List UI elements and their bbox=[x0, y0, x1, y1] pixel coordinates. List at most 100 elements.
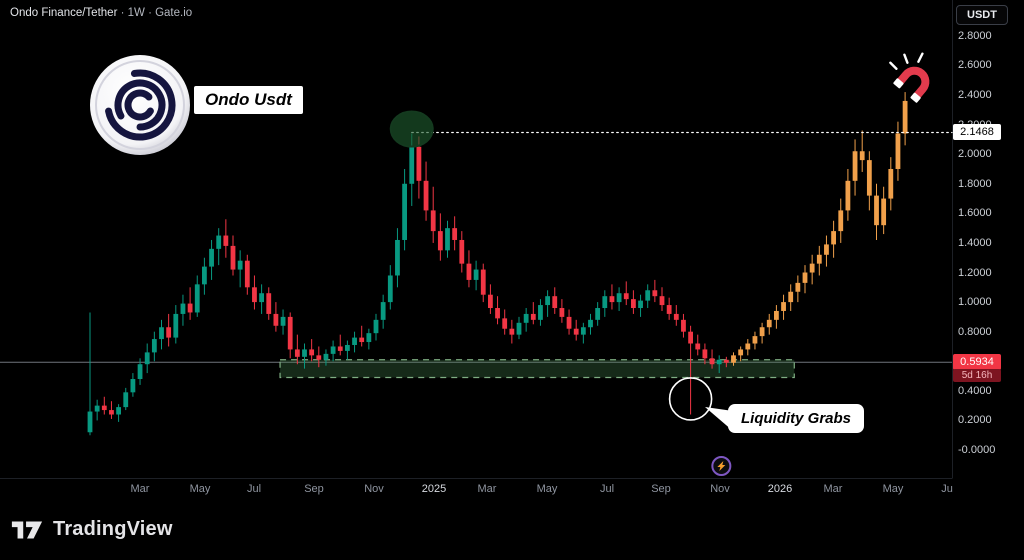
top-marker-circle[interactable] bbox=[389, 110, 434, 148]
time-label: Nov bbox=[710, 483, 730, 495]
liquidity-grab-circle[interactable] bbox=[668, 377, 713, 421]
candle bbox=[588, 313, 593, 335]
candle bbox=[731, 352, 736, 366]
candle bbox=[244, 254, 250, 295]
time-label: Nov bbox=[364, 483, 384, 495]
candle bbox=[781, 294, 786, 320]
price-label: 1.4000 bbox=[958, 236, 992, 249]
candle bbox=[838, 198, 844, 243]
symbol-meta: · 1W · Gate.io bbox=[117, 7, 193, 19]
candle bbox=[488, 284, 493, 314]
candle bbox=[623, 281, 629, 306]
time-axis[interactable]: Mar May Jul Sep Nov 2025 Mar May Jul Sep Nov 2026 Ma… bbox=[0, 483, 953, 499]
candle bbox=[116, 404, 121, 422]
candle bbox=[151, 331, 157, 362]
candle bbox=[380, 294, 386, 329]
symbol-name: Ondo Finance/Tether bbox=[10, 7, 118, 19]
candle bbox=[123, 387, 129, 411]
candle bbox=[237, 250, 243, 288]
candle bbox=[216, 228, 222, 266]
candle bbox=[445, 220, 450, 258]
coin-rim bbox=[95, 60, 185, 150]
candle bbox=[509, 319, 515, 344]
price-label: 1.2000 bbox=[958, 266, 992, 279]
candle bbox=[337, 334, 343, 356]
candle bbox=[602, 290, 608, 317]
magnet-icon[interactable] bbox=[889, 52, 936, 103]
lightning-event-icon[interactable] bbox=[711, 456, 732, 476]
candle bbox=[452, 216, 458, 251]
price-label: 2.4000 bbox=[958, 89, 992, 102]
candle bbox=[387, 265, 393, 310]
candle bbox=[795, 275, 801, 303]
candle bbox=[330, 340, 336, 362]
candle bbox=[530, 302, 536, 325]
candle bbox=[345, 340, 350, 360]
candle bbox=[87, 312, 93, 436]
candle bbox=[738, 346, 744, 362]
candle bbox=[130, 373, 136, 397]
candle bbox=[745, 339, 751, 356]
tradingview-logo-text: TradingView bbox=[53, 517, 173, 540]
candle bbox=[137, 358, 143, 385]
ondo-text-label[interactable]: Ondo Usdt bbox=[194, 86, 303, 114]
time-label: 2025 bbox=[421, 483, 447, 495]
candle bbox=[202, 257, 207, 295]
candle bbox=[395, 228, 400, 288]
price-label: 1.6000 bbox=[958, 207, 992, 220]
candle bbox=[144, 343, 150, 374]
candle bbox=[616, 287, 622, 311]
candle bbox=[373, 313, 379, 341]
candle bbox=[895, 121, 901, 181]
time-label: Mar bbox=[477, 483, 497, 495]
liquidity-grabs-label[interactable]: Liquidity Grabs bbox=[728, 404, 865, 433]
candle bbox=[516, 316, 522, 340]
candle bbox=[180, 294, 186, 326]
ondo-coin-icon bbox=[90, 55, 190, 155]
time-label: Mar bbox=[130, 483, 150, 495]
candle bbox=[580, 322, 586, 344]
tradingview-brand[interactable]: TradingView bbox=[10, 512, 173, 546]
time-label: Ju bbox=[941, 483, 953, 495]
price-label: 0.8000 bbox=[958, 325, 992, 338]
candle bbox=[294, 334, 300, 365]
time-label: Jul bbox=[246, 483, 262, 495]
candle bbox=[695, 334, 701, 356]
candle bbox=[423, 161, 429, 221]
candle bbox=[723, 356, 729, 368]
candle bbox=[523, 308, 529, 332]
candle bbox=[316, 346, 322, 368]
candle bbox=[874, 183, 879, 240]
candle bbox=[416, 136, 422, 199]
candle bbox=[752, 331, 758, 350]
symbol-title[interactable]: Ondo Finance/Tether · 1W · Gate.io bbox=[10, 7, 192, 19]
candle bbox=[888, 157, 894, 211]
candle bbox=[223, 219, 229, 258]
candle bbox=[480, 263, 486, 303]
candle bbox=[545, 290, 550, 317]
candle bbox=[566, 309, 572, 335]
candle bbox=[652, 279, 658, 303]
candle bbox=[673, 305, 679, 326]
candle bbox=[631, 290, 636, 314]
candle bbox=[437, 213, 443, 261]
candle bbox=[559, 299, 565, 323]
candle bbox=[459, 231, 465, 273]
time-label: Mar bbox=[823, 483, 843, 495]
candle bbox=[573, 319, 579, 341]
price-label: 1.0000 bbox=[958, 296, 992, 309]
price-label: 2.8000 bbox=[958, 29, 992, 42]
support-zone[interactable] bbox=[279, 359, 795, 379]
candle bbox=[109, 401, 114, 419]
candle bbox=[845, 168, 851, 221]
candle bbox=[538, 299, 543, 326]
target-price-tag: 2.1468 bbox=[953, 124, 1001, 141]
candle bbox=[859, 130, 865, 172]
candle bbox=[159, 319, 164, 350]
price-axis[interactable]: 2.80002.60002.40002.20002.00001.80001.60… bbox=[958, 0, 1022, 505]
candle bbox=[688, 325, 693, 415]
currency-toggle-button[interactable]: USDT bbox=[956, 5, 1008, 25]
candle bbox=[824, 235, 829, 267]
candle bbox=[495, 296, 500, 325]
